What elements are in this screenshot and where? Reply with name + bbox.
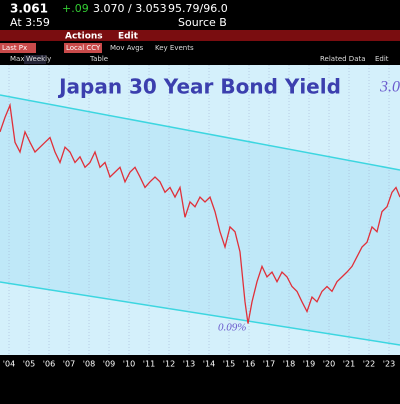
x-tick-label: '10 [123, 360, 135, 369]
x-tick-label: '16 [243, 360, 255, 369]
time: At 3:59 [10, 16, 50, 29]
related-data[interactable]: Related Data [320, 55, 366, 63]
x-tick-label: '21 [343, 360, 355, 369]
key-events[interactable]: Key Events [155, 44, 194, 52]
x-tick-label: '15 [223, 360, 235, 369]
channel [0, 95, 400, 345]
source: Source B [178, 16, 227, 29]
max[interactable]: Max [10, 55, 24, 63]
x-tick-label: '07 [63, 360, 75, 369]
x-tick-label: '22 [363, 360, 375, 369]
x-tick-label: '06 [43, 360, 55, 369]
x-tick-label: '14 [203, 360, 215, 369]
actions-button[interactable]: Actions [65, 32, 103, 42]
range: 95.79/96.0 [168, 2, 228, 15]
weekly: Weekly [26, 55, 51, 63]
bid-ask: 3.070 / 3.053 [93, 2, 167, 15]
x-tick-label: '18 [283, 360, 295, 369]
local-ccy: Local CCY [66, 44, 101, 52]
x-tick-label: '23 [383, 360, 395, 369]
x-tick-label: '08 [83, 360, 95, 369]
edit2[interactable]: Edit [375, 55, 389, 63]
chart-title: Japan 30 Year Bond Yield [57, 75, 341, 99]
last-px: Last Px [2, 44, 27, 52]
x-tick-label: '09 [103, 360, 115, 369]
last-price: 3.061 [10, 2, 48, 16]
axis-band [0, 355, 400, 400]
mov-avgs[interactable]: Mov Avgs [110, 44, 144, 52]
x-tick-label: '19 [303, 360, 315, 369]
x-tick-label: '04 [3, 360, 15, 369]
change: +.09 [62, 2, 89, 15]
low-label: 0.09% [218, 322, 246, 334]
x-tick-label: '12 [163, 360, 175, 369]
lower-trend [0, 281, 400, 346]
x-tick-label: '17 [263, 360, 275, 369]
x-tick-label: '13 [183, 360, 195, 369]
ccy-box[interactable] [64, 43, 102, 53]
x-tick-label: '11 [143, 360, 155, 369]
x-tick-label: '20 [323, 360, 335, 369]
line [0, 102, 400, 324]
weekly-box[interactable] [24, 55, 46, 64]
table[interactable]: Table [89, 55, 108, 63]
upper-trend [0, 94, 400, 171]
x-tick-label: '05 [23, 360, 35, 369]
toolbar [0, 30, 400, 41]
last-px-box[interactable] [0, 43, 36, 53]
edit-button[interactable]: Edit [118, 32, 139, 42]
last-label: 3.0 [379, 79, 400, 96]
